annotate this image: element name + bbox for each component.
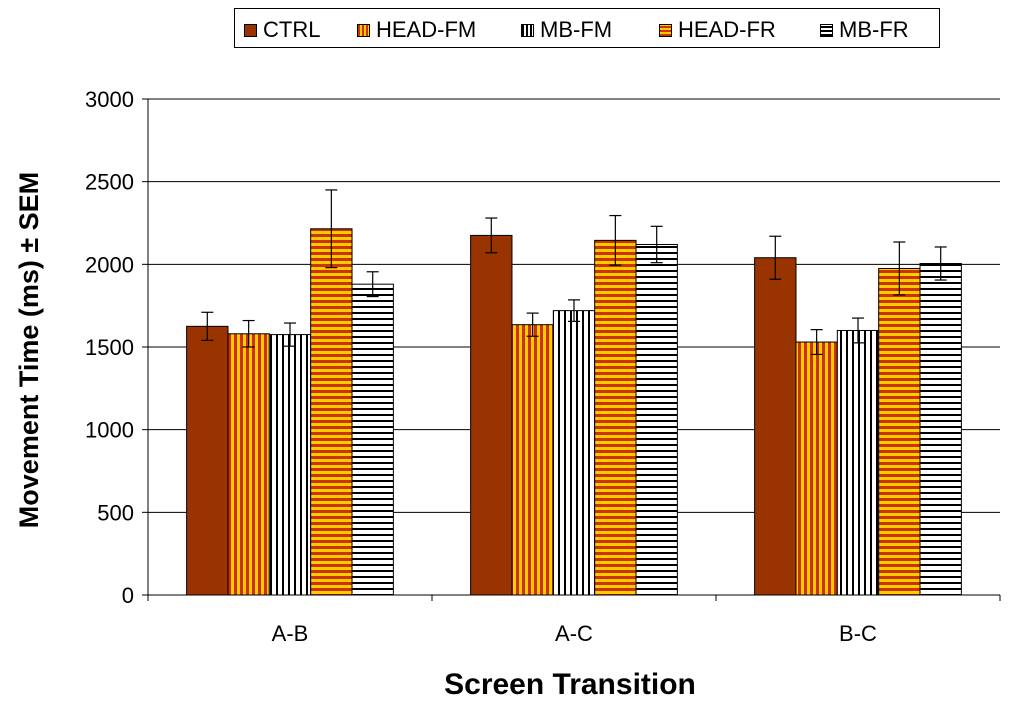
legend-swatch-head-fm <box>357 23 370 37</box>
bar-head-fm-a-b <box>227 333 270 596</box>
bar-head-fm-a-c <box>511 324 554 596</box>
bar-mb-fr-a-c <box>635 243 678 596</box>
x-axis-title: Screen Transition <box>444 668 696 701</box>
bar-ctrl-b-c <box>754 257 797 596</box>
bar-head-fr-a-c <box>594 239 637 596</box>
y-tick-label: 1500 <box>85 335 134 360</box>
bar-ctrl-a-b <box>186 325 229 596</box>
bar-head-fr-b-c <box>878 267 921 596</box>
bar-head-fm-b-c <box>795 341 838 596</box>
legend-label-mb-fm: MB-FM <box>540 17 613 42</box>
legend-item-ctrl: CTRL <box>244 19 320 41</box>
legend-swatch-ctrl <box>244 23 257 37</box>
legend-label-ctrl: CTRL <box>263 17 321 42</box>
x-tick-label: B-C <box>839 621 877 646</box>
legend-item-head-fm: HEAD-FM <box>357 19 476 41</box>
legend-label-mb-fr: MB-FR <box>839 17 909 42</box>
legend-item-mb-fm: MB-FM <box>521 19 612 41</box>
legend-swatch-head-fr <box>659 23 672 37</box>
bar-mb-fm-a-b <box>268 334 312 596</box>
bar-mb-fm-a-c <box>552 310 596 596</box>
legend-label-head-fm: HEAD-FM <box>376 17 477 42</box>
bar-ctrl-a-c <box>470 234 513 596</box>
bar-mb-fr-b-c <box>919 263 962 596</box>
legend-swatch-mb-fr <box>820 23 833 37</box>
y-axis-title: Movement Time (ms) ± SEM <box>14 172 44 528</box>
x-tick-label: A-C <box>555 621 593 646</box>
y-tick-label: 2500 <box>85 170 134 195</box>
x-tick-label: A-B <box>272 621 309 646</box>
legend: CTRL HEAD-FM MB-FM HEAD-FR MB-FR <box>234 8 940 48</box>
y-tick-label: 0 <box>122 583 134 608</box>
legend-item-mb-fr: MB-FR <box>820 19 909 41</box>
y-tick-label: 500 <box>97 500 134 525</box>
y-tick-label: 3000 <box>85 87 134 112</box>
legend-swatch-mb-fm <box>521 23 534 37</box>
bar-mb-fr-a-b <box>351 283 394 596</box>
legend-label-head-fr: HEAD-FR <box>678 17 776 42</box>
y-tick-label: 1000 <box>85 418 134 443</box>
bar-head-fr-a-b <box>310 228 353 596</box>
bar-mb-fm-b-c <box>836 329 880 596</box>
y-tick-label: 2000 <box>85 252 134 277</box>
legend-item-head-fr: HEAD-FR <box>659 19 776 41</box>
